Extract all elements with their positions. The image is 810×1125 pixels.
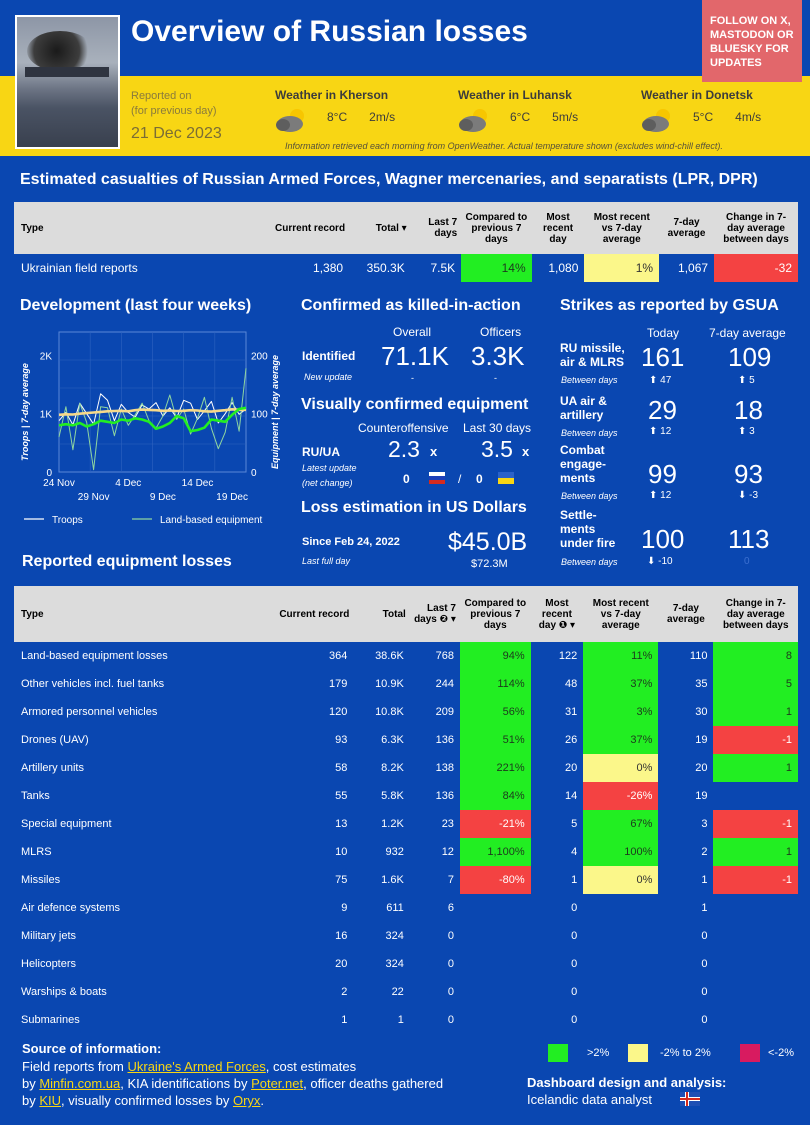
iceland-flag-icon [680, 1092, 700, 1106]
equipment-table: Type Current record Total Last 7 days ❷ … [14, 586, 798, 1034]
casualties-table: Type Current record Total ▾ Last 7 days … [14, 202, 798, 282]
table-row: Other vehicles incl. fuel tanks 179 10.9K 2… [14, 670, 798, 698]
kia-row-label: Identified [302, 349, 356, 363]
header-info-band [0, 76, 810, 156]
reported-label: Reported on (for previous day) [131, 90, 217, 117]
y-left-tick: 0 [46, 468, 52, 479]
source-title: Source of information: [22, 1041, 162, 1056]
legend-red-swatch [740, 1044, 760, 1062]
y-left-tick: 2K [40, 351, 53, 362]
table-row: Missiles 75 1.6K 7 -80% 1 0% 1 -1 [14, 866, 798, 894]
counteroffensive-ratio: 2.3 [388, 436, 420, 462]
follow-banner[interactable]: FOLLOW ON X, MASTODON OR BLUESKY FOR UPD… [702, 0, 802, 82]
y-right-tick: 0 [251, 468, 257, 479]
table-row: Submarines 1 1 0 0 0 [21, 1014, 708, 1026]
strikes-title: Strikes as reported by GSUA [560, 297, 779, 314]
loss-last-day: $72.3M [471, 558, 508, 570]
weather-note: Information retrieved each morning from … [285, 141, 723, 151]
kia-col-overall: Overall [393, 325, 432, 339]
page-title: Overview of Russian losses [131, 15, 528, 48]
source-text: Field reports from Ukraine's Armed Force… [22, 1059, 444, 1108]
table-row: Special equipment 13 1.2K 23 -21% 5 67% 3 -1 [14, 810, 798, 838]
weather-donetsk: Weather in Donetsk 5°C 4m/s [641, 88, 761, 132]
table-row: Ukrainian field reports 1,380 350.3K 7.5… [14, 254, 798, 282]
table-row: Tanks 55 5.8K 136 84% 14 -26% 19 [14, 782, 798, 810]
kia-row-sub: New update [304, 372, 353, 382]
design-by: Icelandic data analyst [527, 1092, 653, 1107]
ukraine-flag-icon [498, 472, 514, 484]
cloud-icon [642, 109, 670, 132]
legend-yellow-swatch [628, 1044, 648, 1062]
source-link-oryx[interactable]: Oryx [232, 1093, 261, 1108]
legend-label: Land-based equipment [160, 515, 263, 526]
legend-label: Troops [52, 515, 83, 526]
casualties-title: Estimated casualties of Russian Armed Fo… [20, 171, 758, 188]
x-tick: 29 Nov [78, 492, 110, 503]
weather-kherson: Weather in Kherson 8°C 2m/s [275, 88, 395, 132]
legend-green-swatch [548, 1044, 568, 1062]
y-left-tick: 1K [40, 410, 53, 421]
russia-flag-icon [429, 472, 445, 484]
loss-total: $45.0B [448, 528, 528, 556]
weather-luhansk: Weather in Luhansk 6°C 5m/s [458, 88, 578, 132]
source-link-minfin[interactable]: Minfin.com.ua [39, 1076, 121, 1091]
x-tick: 4 Dec [115, 478, 141, 489]
cloud-icon [276, 109, 304, 132]
kia-title: Confirmed as killed-in-action [301, 297, 521, 314]
y-right-label: Equipment | 7-day average [270, 355, 280, 469]
equipment-title: Reported equipment losses [22, 553, 232, 570]
x-tick: 9 Dec [150, 492, 176, 503]
kia-col-officers: Officers [480, 325, 522, 339]
series-line [58, 408, 246, 417]
design-title: Dashboard design and analysis: [527, 1075, 727, 1090]
source-link-kiu[interactable]: KIU [39, 1093, 62, 1108]
x-tick: 24 Nov [43, 478, 75, 489]
table-row: Drones (UAV) 93 6.3K 136 51% 26 37% 19 -1 [14, 726, 798, 754]
source-link-armed-forces[interactable]: Ukraine's Armed Forces [127, 1059, 266, 1074]
last30-ratio: 3.5 [481, 436, 513, 462]
kia-officers-value: 3.3K [471, 341, 525, 371]
y-right-tick: 100 [251, 410, 268, 421]
table-row: Land-based equipment losses 364 38.6K 768 94… [14, 642, 798, 670]
table-row: MLRS 10 932 12 1,100% 4 100% 2 1 [14, 838, 798, 866]
visual-title: Visually confirmed equipment [301, 396, 529, 413]
cloud-icon [459, 109, 487, 132]
x-tick: 19 Dec [216, 492, 248, 503]
header-photo [15, 15, 120, 149]
table-row: Armored personnel vehicles 120 10.8K 209 56%… [14, 698, 798, 726]
y-right-tick: 200 [251, 351, 268, 362]
table-row: Warships & boats 2 22 0 0 0 [21, 986, 708, 998]
kia-overall-value: 71.1K [381, 341, 449, 371]
source-link-poter[interactable]: Poter.net [251, 1076, 304, 1091]
table-row: Military jets 16 324 0 0 0 [21, 930, 708, 942]
y-left-label: Troops | 7-day average [20, 363, 30, 461]
development-title: Development (last four weeks) [20, 297, 252, 314]
series-line [58, 406, 247, 433]
reported-date: 21 Dec 2023 [131, 125, 222, 142]
x-tick: 14 Dec [182, 478, 214, 489]
table-row: Helicopters 20 324 0 0 0 [21, 958, 708, 970]
header-bar [0, 0, 810, 76]
table-row: Air defence systems 9 611 6 0 1 [21, 902, 708, 914]
table-row: Artillery units 58 8.2K 138 221% 20 0% 20 1 [14, 754, 798, 782]
loss-title: Loss estimation in US Dollars [301, 499, 527, 516]
